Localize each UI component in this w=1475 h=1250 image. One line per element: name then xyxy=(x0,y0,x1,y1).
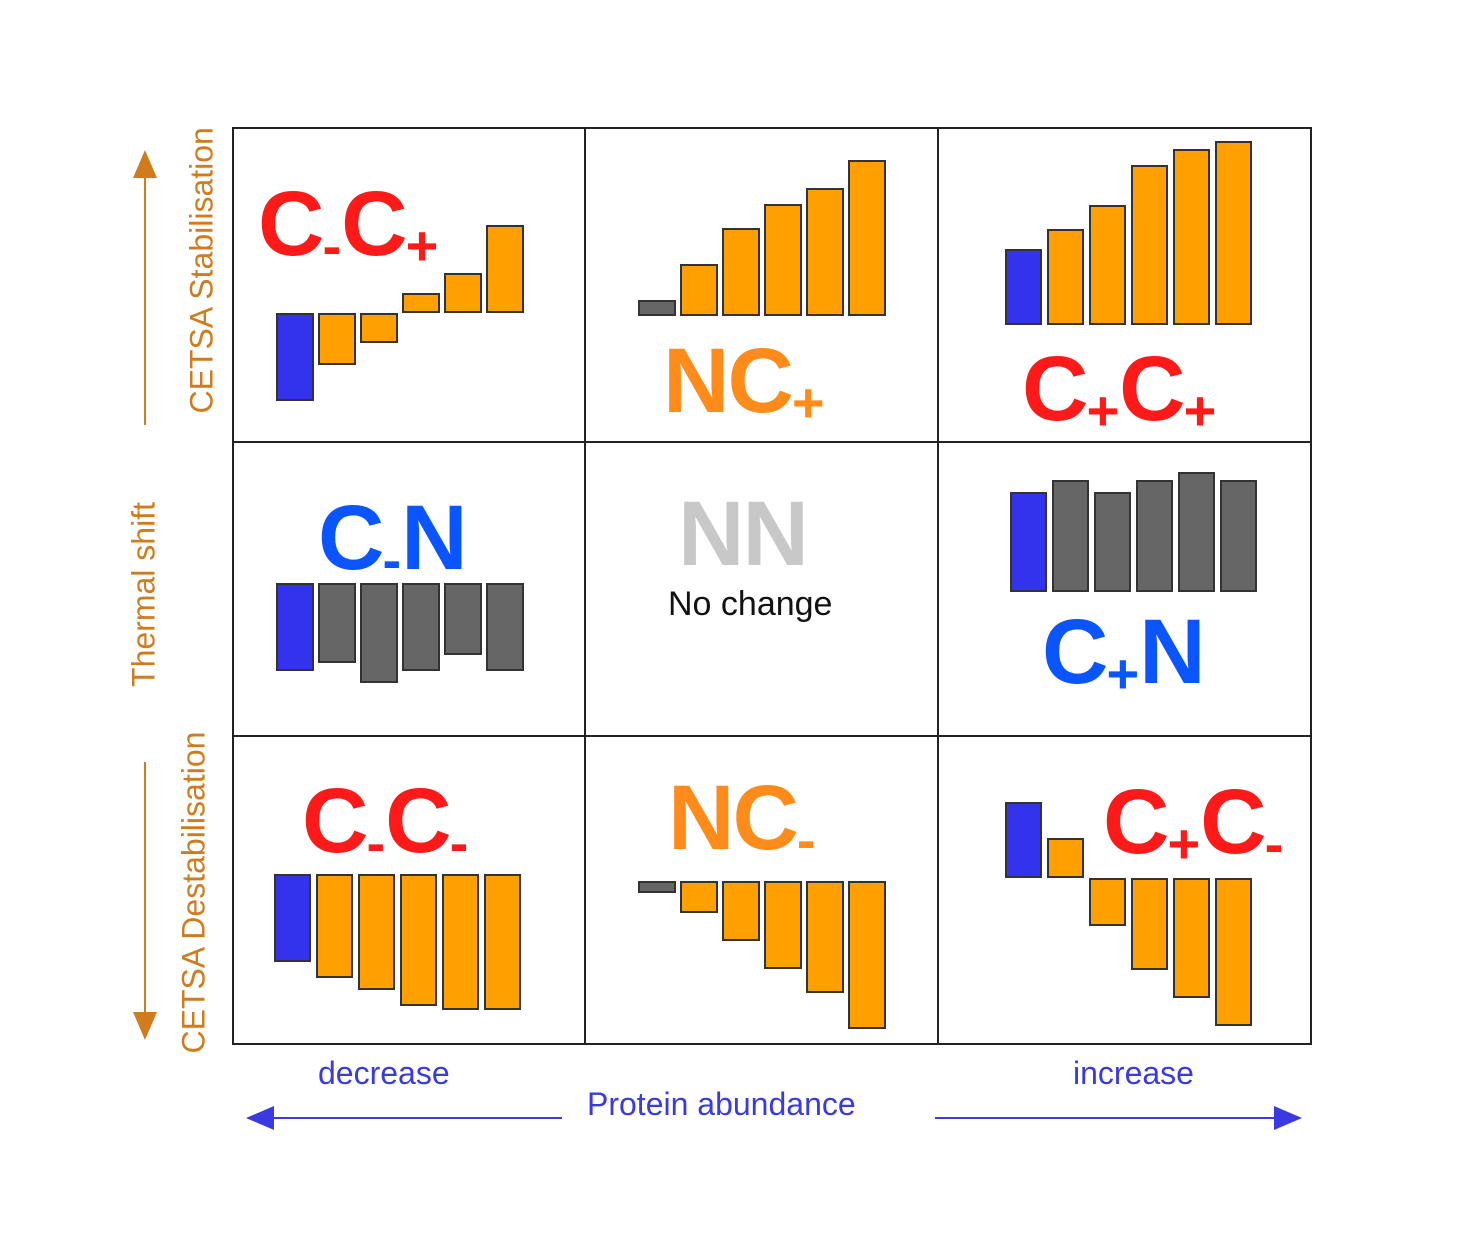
x-axis-right-label: increase xyxy=(1073,1055,1194,1091)
bar-br-5 xyxy=(1173,878,1210,998)
bar-mr-3 xyxy=(1094,492,1131,592)
code-bl: C-C- xyxy=(302,770,469,875)
y-axis-middle-label: Thermal shift xyxy=(125,502,162,687)
bar-br-6 xyxy=(1215,878,1252,1026)
bar-ml-4 xyxy=(402,583,440,671)
bar-mr-2 xyxy=(1052,480,1089,592)
code-mc: NN xyxy=(678,483,809,585)
bar-tc-5 xyxy=(806,188,844,316)
x-axis-left-label: decrease xyxy=(318,1055,450,1091)
bar-ml-3 xyxy=(360,583,398,683)
bar-tc-2 xyxy=(680,264,718,316)
bar-mr-4 xyxy=(1136,480,1173,592)
code-bc: NC- xyxy=(668,767,816,872)
bar-mr-1 xyxy=(1010,492,1047,592)
bar-bl-2 xyxy=(316,874,353,978)
bar-tc-4 xyxy=(764,204,802,316)
y-axis-top-label: CETSA Stabilisation xyxy=(183,127,220,414)
bar-bc-1 xyxy=(638,881,676,893)
bar-tl-1 xyxy=(276,313,314,401)
bar-br-1 xyxy=(1005,802,1042,878)
bar-mr-6 xyxy=(1220,480,1257,592)
bar-bc-5 xyxy=(806,881,844,993)
code-tr: C+C+ xyxy=(1022,338,1217,443)
bar-ml-5 xyxy=(444,583,482,655)
bar-tl-2 xyxy=(318,313,356,365)
bar-br-2 xyxy=(1047,838,1084,878)
bar-ml-6 xyxy=(486,583,524,671)
bar-tc-6 xyxy=(848,160,886,316)
bar-mr-5 xyxy=(1178,472,1215,592)
bar-tl-3 xyxy=(360,313,398,343)
bar-ml-2 xyxy=(318,583,356,663)
bar-bl-5 xyxy=(442,874,479,1010)
bar-bc-3 xyxy=(722,881,760,941)
bar-tr-2 xyxy=(1047,229,1084,325)
bar-br-3 xyxy=(1089,878,1126,926)
code-mr: C+N xyxy=(1042,601,1206,706)
x-axis-center-label: Protein abundance xyxy=(587,1086,856,1122)
y-axis-bottom-label: CETSA Destabilisation xyxy=(175,731,212,1054)
bar-tc-3 xyxy=(722,228,760,316)
bar-tr-4 xyxy=(1131,165,1168,325)
no-change-label: No change xyxy=(668,585,833,623)
code-ml: C-N xyxy=(318,487,468,592)
bar-tl-4 xyxy=(402,293,440,313)
x-axis-arrows xyxy=(246,1106,1302,1130)
code-br: C+C- xyxy=(1103,771,1284,876)
bar-tc-1 xyxy=(638,300,676,316)
bar-tr-3 xyxy=(1089,205,1126,325)
code-tc: NC+ xyxy=(663,330,825,435)
bar-ml-1 xyxy=(276,583,314,671)
code-tl: C-C+ xyxy=(258,173,439,278)
bar-br-4 xyxy=(1131,878,1168,970)
bar-bc-4 xyxy=(764,881,802,969)
bar-bl-3 xyxy=(358,874,395,990)
bar-tr-1 xyxy=(1005,249,1042,325)
bar-bl-4 xyxy=(400,874,437,1006)
bar-tl-6 xyxy=(486,225,524,313)
quadrant-grid xyxy=(232,127,1312,1045)
bar-tl-5 xyxy=(444,273,482,313)
y-axis-arrows xyxy=(133,150,157,1040)
bar-bl-6 xyxy=(484,874,521,1010)
bar-bc-2 xyxy=(680,881,718,913)
bar-tr-6 xyxy=(1215,141,1252,325)
bar-tr-5 xyxy=(1173,149,1210,325)
bar-bl-1 xyxy=(274,874,311,962)
bar-bc-6 xyxy=(848,881,886,1029)
